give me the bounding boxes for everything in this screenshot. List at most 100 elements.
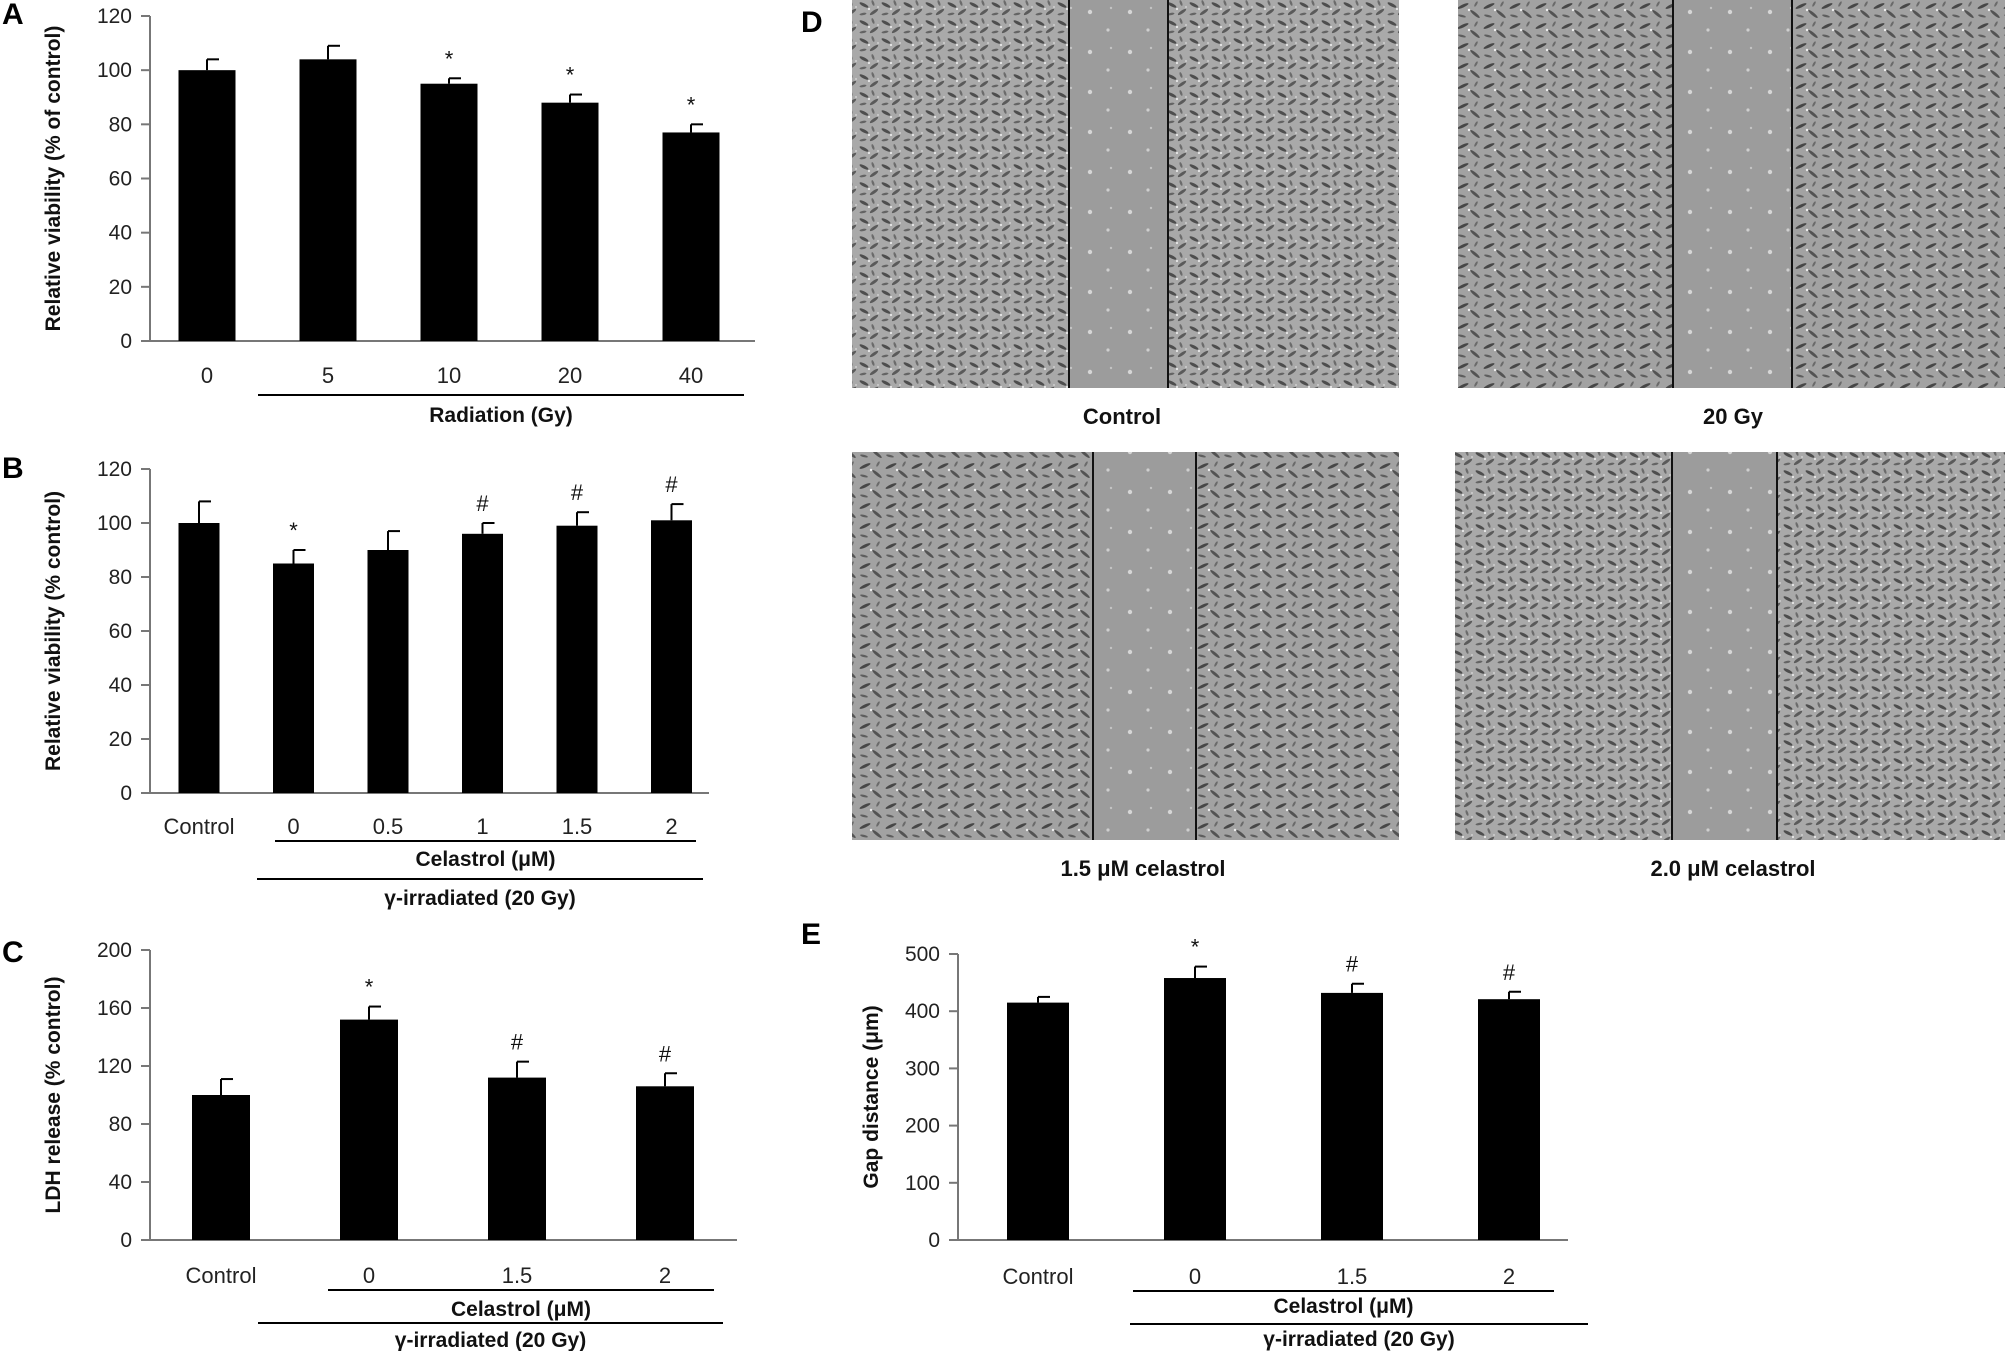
micrograph-caption-2-0-celastrol: 2.0 μM celastrol [1650, 856, 1815, 881]
bar [420, 83, 478, 341]
y-tick-label: 400 [905, 1000, 940, 1023]
significance-marker: * [289, 518, 298, 543]
group-label: Celastrol (μM) [1273, 1295, 1413, 1318]
category-label: 5 [322, 363, 334, 388]
y-tick-label: 40 [109, 222, 132, 245]
y-tick-label: 300 [905, 1057, 940, 1080]
micrograph-2-0-celastrol [1455, 452, 2005, 840]
significance-marker: # [665, 472, 678, 497]
bar [1164, 978, 1226, 1240]
y-tick-label: 60 [109, 620, 132, 643]
y-tick-label: 60 [109, 168, 132, 191]
bar [662, 132, 720, 341]
bar [367, 550, 409, 793]
significance-marker: * [445, 46, 454, 71]
panel-label-a: A [2, 0, 24, 31]
y-tick-label: 80 [109, 113, 132, 136]
bar [651, 520, 692, 793]
bar [1321, 992, 1383, 1240]
bar [488, 1077, 546, 1240]
y-tick-label: 0 [928, 1229, 940, 1252]
category-label: 1.5 [1337, 1264, 1368, 1289]
significance-marker: # [1503, 960, 1516, 985]
bar [636, 1086, 694, 1240]
y-axis-label: Relative viability (% control) [42, 491, 65, 771]
y-tick-label: 200 [97, 939, 132, 962]
y-tick-label: 100 [97, 59, 132, 82]
category-label: Control [164, 814, 235, 839]
chart-e-gap-distance: 0 100 200 300 400 500 Gap distance (μm) Control… [860, 935, 1588, 1351]
bar [178, 70, 236, 342]
category-label: 40 [679, 363, 703, 388]
micrograph-1-5-celastrol [852, 452, 1399, 840]
micrograph-caption-20-gy: 20 Gy [1703, 404, 1764, 429]
category-label: Control [1003, 1264, 1074, 1289]
significance-marker: * [687, 92, 696, 117]
significance-marker: * [365, 975, 374, 1000]
significance-marker: * [566, 63, 575, 88]
category-label: 0 [201, 363, 213, 388]
bar [1478, 999, 1540, 1240]
y-tick-label: 100 [97, 512, 132, 535]
group-label: Celastrol (μM) [415, 848, 555, 871]
micrograph-caption-control: Control [1083, 404, 1161, 429]
significance-marker: # [1346, 952, 1359, 977]
group-label: γ-irradiated (20 Gy) [395, 1329, 586, 1351]
group-label: γ-irradiated (20 Gy) [384, 887, 575, 910]
category-label: 10 [437, 363, 461, 388]
y-tick-label: 80 [109, 1113, 132, 1136]
category-label: 0 [1189, 1264, 1201, 1289]
category-label: 20 [558, 363, 582, 388]
bar [1007, 1002, 1069, 1240]
bar [273, 563, 314, 793]
y-tick-label: 120 [97, 5, 132, 28]
y-tick-label: 120 [97, 458, 132, 481]
significance-marker: * [1191, 935, 1200, 960]
group-label: Celastrol (μM) [451, 1298, 591, 1321]
y-axis-label: LDH release (% control) [42, 977, 65, 1214]
category-label: 2 [665, 814, 677, 839]
y-tick-label: 200 [905, 1115, 940, 1138]
y-tick-label: 100 [905, 1172, 940, 1195]
group-label: Radiation (Gy) [429, 404, 573, 427]
group-label: γ-irradiated (20 Gy) [1263, 1328, 1454, 1351]
y-tick-label: 20 [109, 276, 132, 299]
y-tick-label: 80 [109, 566, 132, 589]
chart-c-ldh-release: 0 40 80 120 160 200 LDH release (% control) Con… [42, 939, 737, 1351]
y-tick-label: 0 [120, 330, 132, 353]
category-label: 1.5 [562, 814, 593, 839]
micrograph-control [852, 0, 1399, 388]
category-label: Control [186, 1263, 257, 1288]
y-tick-label: 0 [120, 1229, 132, 1252]
bar [340, 1019, 398, 1240]
y-tick-label: 20 [109, 728, 132, 751]
significance-marker: # [476, 491, 489, 516]
bar [462, 533, 503, 793]
y-tick-label: 0 [120, 782, 132, 805]
bar [556, 525, 598, 793]
category-label: 1.5 [502, 1263, 533, 1288]
panel-label-d: D [801, 6, 823, 39]
bar [541, 102, 599, 342]
bar [178, 523, 220, 793]
y-tick-label: 40 [109, 674, 132, 697]
y-tick-label: 160 [97, 997, 132, 1020]
micrograph-20-gy [1458, 0, 2005, 388]
y-axis-label: Gap distance (μm) [860, 1005, 883, 1188]
panel-label-e: E [801, 918, 821, 951]
significance-marker: # [571, 480, 584, 505]
micrograph-caption-1-5-celastrol: 1.5 μM celastrol [1060, 856, 1225, 881]
significance-marker: # [511, 1030, 524, 1055]
category-label: 0.5 [373, 814, 404, 839]
panel-label-b: B [2, 452, 24, 485]
category-label: 0 [287, 814, 299, 839]
bar [192, 1095, 250, 1240]
y-tick-label: 40 [109, 1171, 132, 1194]
bar [299, 59, 357, 341]
y-tick-label: 120 [97, 1055, 132, 1078]
significance-marker: # [659, 1041, 672, 1066]
category-label: 2 [1503, 1264, 1515, 1289]
